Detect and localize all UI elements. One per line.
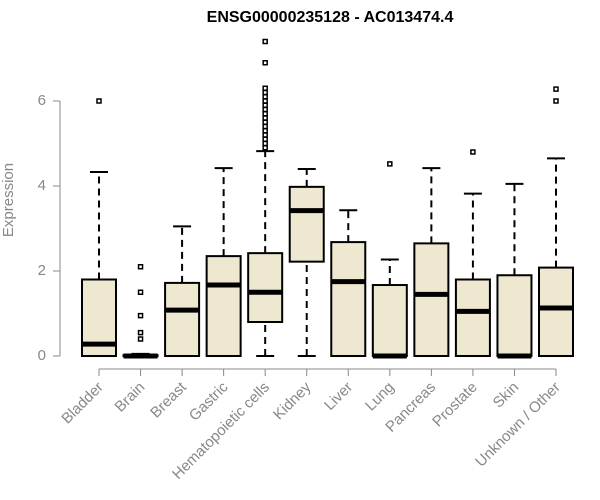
outlier-point: [262, 85, 268, 91]
box-group: [205, 167, 242, 357]
box-group: [454, 149, 491, 357]
outlier-point: [262, 94, 268, 100]
outlier-point: [137, 329, 144, 336]
box-iqr: [371, 284, 408, 357]
outlier-point: [262, 111, 268, 117]
box-iqr: [205, 255, 242, 357]
box-iqr: [454, 278, 491, 357]
x-tick-label: Kidney: [270, 378, 315, 423]
outlier-point: [137, 312, 144, 319]
outlier-point: [262, 89, 268, 96]
outlier-point: [262, 145, 268, 151]
outlier-point: [262, 128, 268, 134]
outlier-point: [262, 102, 268, 108]
outlier-point: [137, 264, 144, 270]
outlier-point: [262, 60, 268, 66]
outlier-point: [262, 38, 268, 45]
box-group: [164, 225, 201, 357]
x-tick-label: Brain: [112, 379, 149, 416]
y-tick-label: 0: [38, 347, 46, 364]
box-iqr: [164, 281, 201, 357]
box-iqr: [247, 252, 284, 323]
y-tick-label: 4: [38, 177, 46, 194]
outlier-point: [137, 289, 144, 295]
box-group: [496, 182, 533, 359]
box-iqr: [538, 266, 574, 358]
outlier-point: [262, 132, 268, 138]
outlier-point: [262, 98, 268, 104]
outlier-point: [553, 98, 559, 104]
outlier-point: [262, 136, 268, 142]
x-tick-label: Prostate: [429, 379, 481, 431]
box-group: [122, 264, 159, 359]
outlier-point: [262, 140, 268, 147]
box-group: [81, 98, 117, 357]
outlier-point: [387, 161, 393, 167]
box-iqr: [288, 185, 325, 263]
box-group: [413, 167, 450, 357]
outlier-point: [96, 98, 102, 104]
y-axis-label: Expression: [0, 163, 17, 237]
boxes: [81, 38, 574, 359]
outlier-point: [262, 123, 268, 130]
box-iqr: [413, 242, 450, 357]
outlier-point: [262, 106, 268, 113]
box-group: [247, 38, 284, 357]
x-tick-label: Liver: [321, 379, 356, 414]
box-group: [371, 161, 408, 359]
box-group: [330, 209, 367, 358]
y-tick-label: 6: [38, 92, 46, 109]
x-tick-label: Bladder: [58, 379, 107, 428]
x-tick-label: Skin: [490, 379, 523, 412]
box-group: [288, 168, 325, 357]
outlier-point: [553, 86, 559, 92]
chart-title: ENSG00000235128 - AC013474.4: [207, 9, 454, 26]
outlier-point: [137, 336, 144, 342]
box-iqr: [496, 274, 533, 357]
x-tick-label: Lung: [362, 379, 398, 415]
outlier-point: [470, 149, 476, 155]
outlier-point: [262, 115, 268, 121]
y-tick-label: 2: [38, 262, 46, 279]
outlier-point: [262, 119, 268, 125]
x-tick-label: Breast: [147, 378, 190, 421]
box-group: [538, 86, 574, 358]
box-iqr: [330, 241, 367, 358]
